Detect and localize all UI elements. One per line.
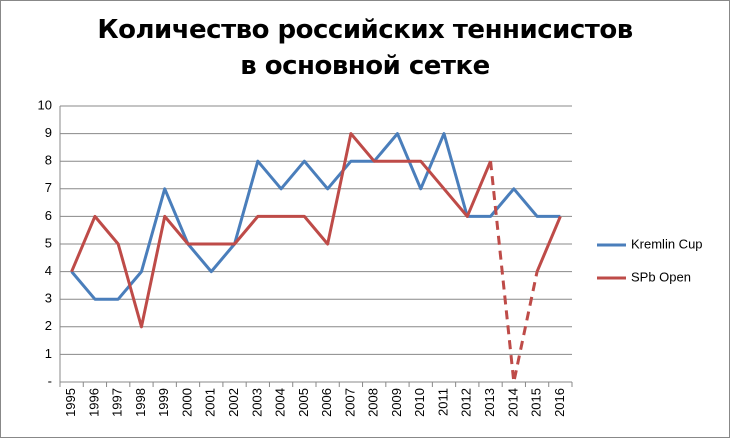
x-tick-label: 1996	[86, 388, 101, 417]
x-tick-label: 1997	[110, 388, 125, 417]
x-tick-label: 2016	[552, 388, 567, 417]
x-tick-label: 1999	[156, 388, 171, 417]
legend-label: SPb Open	[631, 269, 691, 284]
x-tick-label: 2014	[505, 388, 520, 417]
x-tick-label: 2005	[296, 388, 311, 417]
y-tick-label: 8	[45, 153, 52, 168]
x-tick-label: 1995	[63, 388, 78, 417]
x-tick-label: 2003	[249, 388, 264, 417]
x-tick-label: 2011	[435, 388, 450, 416]
x-tick-label: 2007	[342, 388, 357, 417]
x-tick-label: 2009	[389, 388, 404, 417]
series-line	[70, 132, 561, 301]
y-tick-label: 6	[45, 208, 52, 223]
x-tick-label: 2001	[203, 388, 218, 417]
x-tick-label: 2006	[319, 388, 334, 417]
x-tick-label: 2013	[482, 388, 497, 417]
x-tick-label: 1998	[133, 388, 148, 417]
y-tick-label: 2	[45, 318, 52, 333]
y-tick-label: 1	[45, 346, 52, 361]
x-tick-label: 2004	[273, 388, 288, 417]
y-tick-label: 7	[45, 180, 52, 195]
x-tick-label: 2015	[529, 388, 544, 417]
x-tick-label: 2008	[366, 388, 381, 417]
x-tick-label: 2010	[412, 388, 427, 417]
x-tick-label: 2012	[459, 388, 474, 417]
y-tick-label: 10	[38, 97, 52, 112]
legend-label: Kremlin Cup	[631, 236, 703, 251]
y-tick-label: 9	[45, 125, 52, 140]
y-tick-label: 5	[45, 235, 52, 250]
y-tick-label: 4	[45, 263, 52, 278]
y-tick-label: -	[48, 373, 52, 388]
chart-title: Количество российских теннисистов в осно…	[97, 15, 633, 81]
x-tick-label: 2000	[179, 388, 194, 417]
x-tick-label: 2002	[226, 388, 241, 417]
y-tick-label: 3	[45, 291, 52, 306]
series-line	[70, 132, 562, 329]
